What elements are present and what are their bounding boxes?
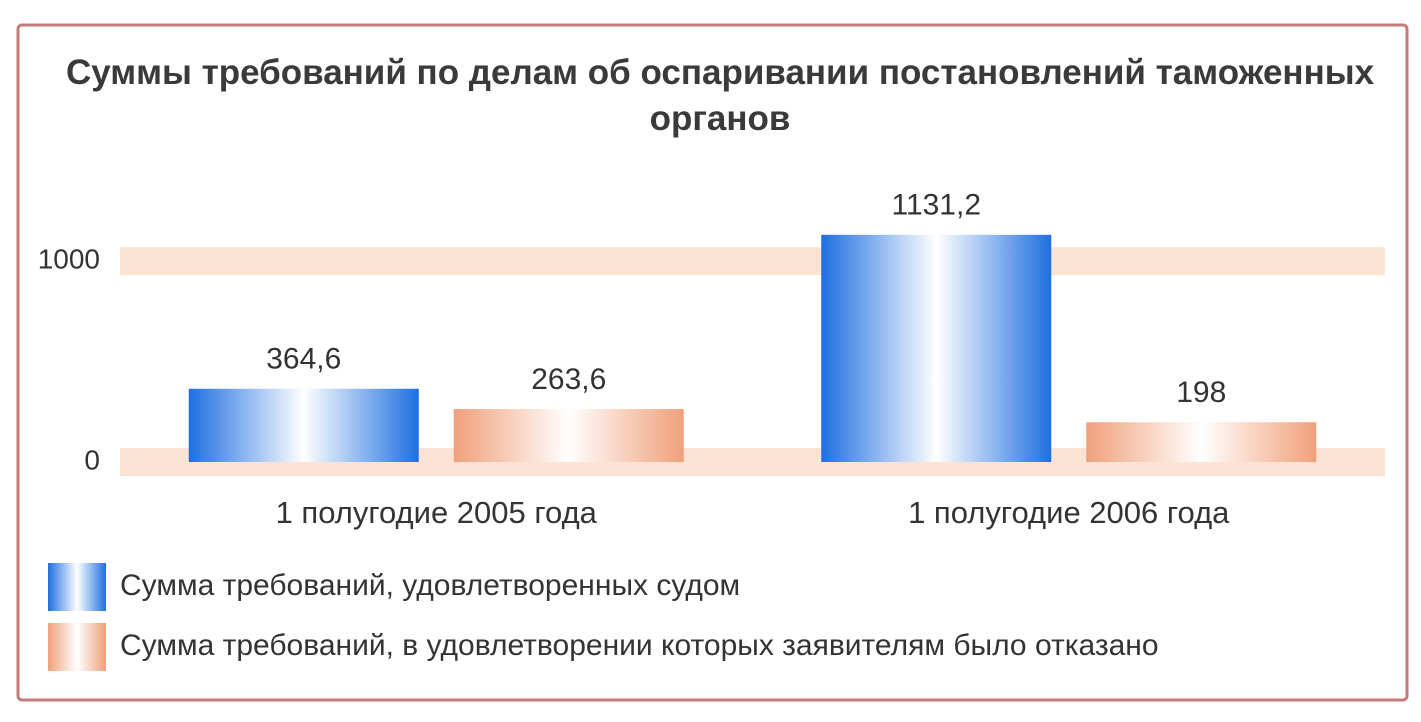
x-tick-label: 1 полугодие 2006 года	[908, 495, 1230, 530]
x-tick-label: 1 полугодие 2005 года	[276, 495, 598, 530]
value-label: 263,6	[531, 363, 606, 396]
legend-label: Сумма требований, удовлетворенных судом	[120, 569, 740, 602]
bar	[821, 234, 1052, 462]
value-label: 198	[1176, 376, 1226, 409]
chart-title: Суммы требований по делам об оспаривании…	[65, 53, 1375, 138]
legend-swatch	[48, 623, 106, 671]
y-tick-label: 0	[84, 444, 100, 475]
bar	[1086, 422, 1317, 462]
bar	[453, 409, 684, 462]
legend-swatch	[48, 563, 106, 611]
bar	[188, 388, 419, 462]
y-tick-label: 1000	[38, 244, 100, 275]
value-label: 364,6	[266, 343, 341, 376]
legend-label: Сумма требований, в удовлетворении котор…	[120, 629, 1159, 662]
frame	[16, 23, 1409, 702]
value-label: 1131,2	[891, 189, 981, 222]
